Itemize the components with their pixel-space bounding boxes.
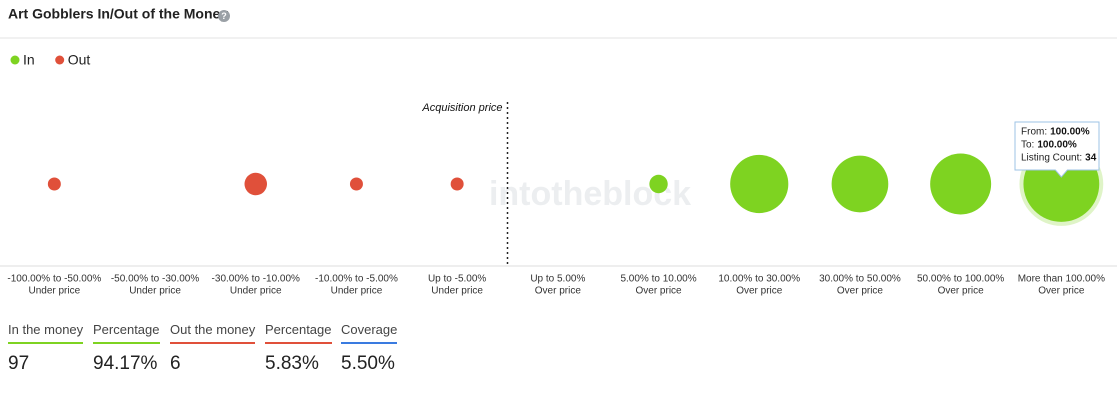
x-tick-label: More than 100.00%: [1018, 274, 1105, 285]
x-tick-sublabel: Over price: [1038, 286, 1085, 297]
bubble: [450, 177, 464, 191]
bubble: [930, 153, 992, 215]
summary-item: In the money 97: [8, 322, 84, 375]
x-tick-sublabel: Over price: [635, 286, 682, 297]
summary-label: Percentage: [265, 322, 332, 344]
legend-label: In: [23, 52, 35, 68]
x-tick-sublabel: Under price: [431, 286, 483, 297]
bubble: [831, 155, 889, 213]
summary-value: 5.83%: [265, 353, 319, 374]
help-icon[interactable]: ?: [218, 10, 230, 22]
summary-value: 5.50%: [341, 353, 395, 374]
x-tick-label: -30.00% to -10.00%: [212, 274, 300, 285]
x-tick-sublabel: Under price: [129, 286, 181, 297]
bubble: [349, 177, 363, 191]
summary-label: Percentage: [93, 322, 160, 344]
x-tick-label: 5.00% to 10.00%: [620, 274, 696, 285]
tooltip-value: 100.00%: [1050, 127, 1090, 138]
x-tick-label: 30.00% to 50.00%: [819, 274, 901, 285]
svg-text:?: ?: [221, 11, 227, 21]
tooltip-value: 34: [1085, 153, 1097, 164]
summary-value: 6: [170, 353, 181, 374]
tooltip-label: Listing Count:: [1021, 153, 1082, 164]
legend-label: Out: [68, 52, 91, 68]
x-tick-label: -10.00% to -5.00%: [315, 274, 398, 285]
x-tick-label: -50.00% to -30.00%: [111, 274, 199, 285]
title: Art Gobblers In/Out of the Money: [8, 6, 228, 22]
x-tick-sublabel: Over price: [938, 286, 985, 297]
tooltip-label: To:: [1021, 140, 1034, 151]
x-tick-sublabel: Over price: [535, 286, 582, 297]
legend-swatch: [10, 55, 20, 65]
summary-label: Coverage: [341, 322, 398, 344]
bubble: [730, 154, 789, 214]
summary-value: 97: [8, 353, 30, 374]
tooltip-box: [1014, 121, 1100, 178]
tooltip: From: 100.00%To: 100.00%Listing Count: 34: [1014, 121, 1100, 178]
x-tick-sublabel: Over price: [837, 286, 884, 297]
summary-label: Out the money: [170, 322, 256, 344]
x-tick-sublabel: Under price: [230, 286, 282, 297]
x-tick-sublabel: Over price: [736, 286, 783, 297]
x-tick-label: -100.00% to -50.00%: [7, 274, 101, 285]
summary-item: Out the money 6: [170, 322, 256, 375]
legend-swatch: [55, 55, 65, 65]
x-tick-label: Up to 5.00%: [530, 274, 585, 285]
legend-item[interactable]: Out: [55, 52, 90, 68]
tooltip-value: 100.00%: [1037, 140, 1077, 151]
summary-label: In the money: [8, 322, 84, 344]
legend-item[interactable]: In: [10, 52, 35, 68]
summary-item: Percentage 5.83%: [265, 322, 332, 375]
x-tick-label: Up to -5.00%: [428, 274, 486, 285]
annotation: Acquisition price: [421, 102, 502, 114]
x-tick-sublabel: Under price: [28, 286, 80, 297]
chart: Art Gobblers In/Out of the Money ? intot…: [0, 6, 1117, 297]
bubble: [244, 172, 268, 196]
summary-value: 94.17%: [93, 353, 158, 374]
summary-item: Coverage 5.50%: [341, 322, 398, 375]
bubble: [649, 174, 668, 194]
x-tick-sublabel: Under price: [331, 286, 383, 297]
x-tick-label: 50.00% to 100.00%: [917, 274, 1004, 285]
summary-item: Percentage 94.17%: [93, 322, 160, 375]
tooltip-label: From:: [1021, 127, 1047, 138]
x-tick-label: 10.00% to 30.00%: [718, 274, 800, 285]
bubble: [47, 177, 61, 191]
